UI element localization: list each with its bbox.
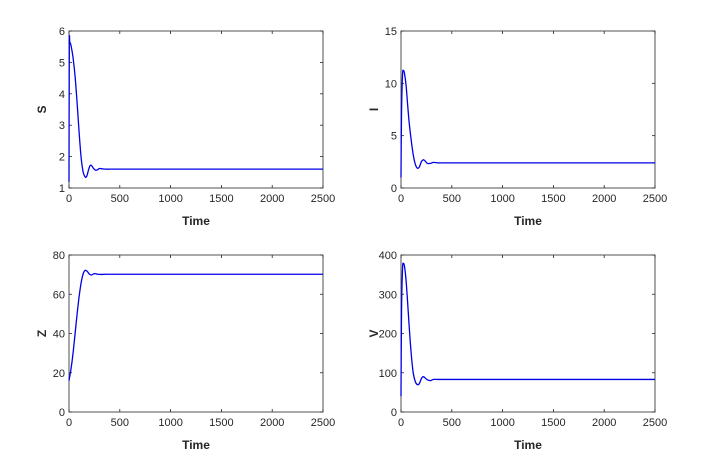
s-plot-y-axis-label: S — [35, 105, 49, 113]
s-plot: 0 500 1000 1500 2000 2500 1 2 3 4 5 6 Time S — [35, 26, 335, 228]
z-plot-y-axis-label: Z — [35, 330, 49, 337]
z-plot-y-tick-label: 40 — [53, 329, 65, 341]
s-plot-series-line — [68, 34, 323, 182]
z-plot-x-tick-label: 500 — [111, 417, 129, 429]
i-plot-x-tick-label: 1000 — [490, 193, 514, 205]
v-plot-y-tick-label: 300 — [379, 289, 397, 301]
s-plot-axes-box — [68, 30, 324, 189]
i-plot: 0 500 1000 1500 2000 2500 0 5 10 15 Time I — [367, 26, 667, 228]
i-plot-axes-box — [400, 30, 656, 189]
v-plot-x-tick-label: 2000 — [592, 417, 616, 429]
z-plot: 0 500 1000 1500 2000 2500 0 20 40 60 80 Time Z — [35, 250, 335, 452]
z-plot-axes-box — [68, 254, 324, 413]
z-plot-x-axis-label: Time — [182, 438, 210, 452]
v-plot-y-axis-label: V — [367, 329, 381, 337]
s-plot-y-tick-label: 4 — [59, 89, 65, 101]
v-plot-axes-box — [400, 254, 656, 413]
i-plot-y-axis-label: I — [367, 108, 381, 111]
z-plot-y-tick-label: 60 — [53, 289, 65, 301]
z-plot-x-tick-label: 2000 — [260, 417, 284, 429]
v-plot-x-tick-label: 500 — [443, 417, 461, 429]
v-plot-x-tick-label: 1000 — [490, 417, 514, 429]
i-plot-x-axis-label: Time — [514, 214, 542, 228]
s-plot-x-tick-label: 2000 — [260, 193, 284, 205]
v-plot-x-tick-label: 2500 — [643, 417, 667, 429]
v-plot-y-tick-label: 100 — [379, 368, 397, 380]
v-plot-x-axis-label: Time — [514, 438, 542, 452]
z-plot-y-tick-label: 80 — [53, 250, 65, 262]
i-plot-y-tick-label: 10 — [385, 78, 397, 90]
s-plot-x-tick-label: 1500 — [209, 193, 233, 205]
v-plot-x-tick-label: 0 — [398, 417, 404, 429]
i-plot-x-tick-label: 500 — [443, 193, 461, 205]
z-plot-y-tick-label: 20 — [53, 368, 65, 380]
v-plot: 0 500 1000 1500 2000 2500 0 100 200 300 400 Time V — [367, 250, 667, 452]
s-plot-y-tick-label: 2 — [59, 152, 65, 164]
i-plot-x-tick-label: 2500 — [643, 193, 667, 205]
s-plot-x-axis-label: Time — [182, 214, 210, 228]
i-plot-y-tick-label: 5 — [391, 131, 397, 143]
v-plot-x-tick-label: 1500 — [541, 417, 565, 429]
i-plot-x-tick-label: 2000 — [592, 193, 616, 205]
i-plot-x-tick-label: 0 — [398, 193, 404, 205]
s-plot-y-tick-label: 3 — [59, 120, 65, 132]
z-plot-x-tick-label: 0 — [66, 417, 72, 429]
v-plot-y-tick-label: 200 — [379, 329, 397, 341]
i-plot-x-tick-label: 1500 — [541, 193, 565, 205]
z-plot-x-tick-label: 1500 — [209, 417, 233, 429]
i-plot-y-tick-label: 15 — [385, 26, 397, 38]
z-plot-x-tick-label: 2500 — [311, 417, 335, 429]
v-plot-y-tick-label: 0 — [391, 407, 397, 419]
v-plot-y-tick-label: 400 — [379, 250, 397, 262]
z-plot-series-line — [68, 269, 323, 381]
i-plot-series-line — [400, 69, 655, 178]
s-plot-y-tick-label: 1 — [59, 183, 65, 195]
s-plot-y-tick-label: 5 — [59, 57, 65, 69]
s-plot-x-tick-label: 0 — [66, 193, 72, 205]
s-plot-x-tick-label: 500 — [111, 193, 129, 205]
i-plot-y-tick-label: 0 — [391, 183, 397, 195]
s-plot-y-tick-label: 6 — [59, 26, 65, 38]
z-plot-y-tick-label: 0 — [59, 407, 65, 419]
s-plot-x-tick-label: 1000 — [158, 193, 182, 205]
s-plot-x-tick-label: 2500 — [311, 193, 335, 205]
z-plot-x-tick-label: 1000 — [158, 417, 182, 429]
v-plot-series-line — [400, 262, 655, 397]
